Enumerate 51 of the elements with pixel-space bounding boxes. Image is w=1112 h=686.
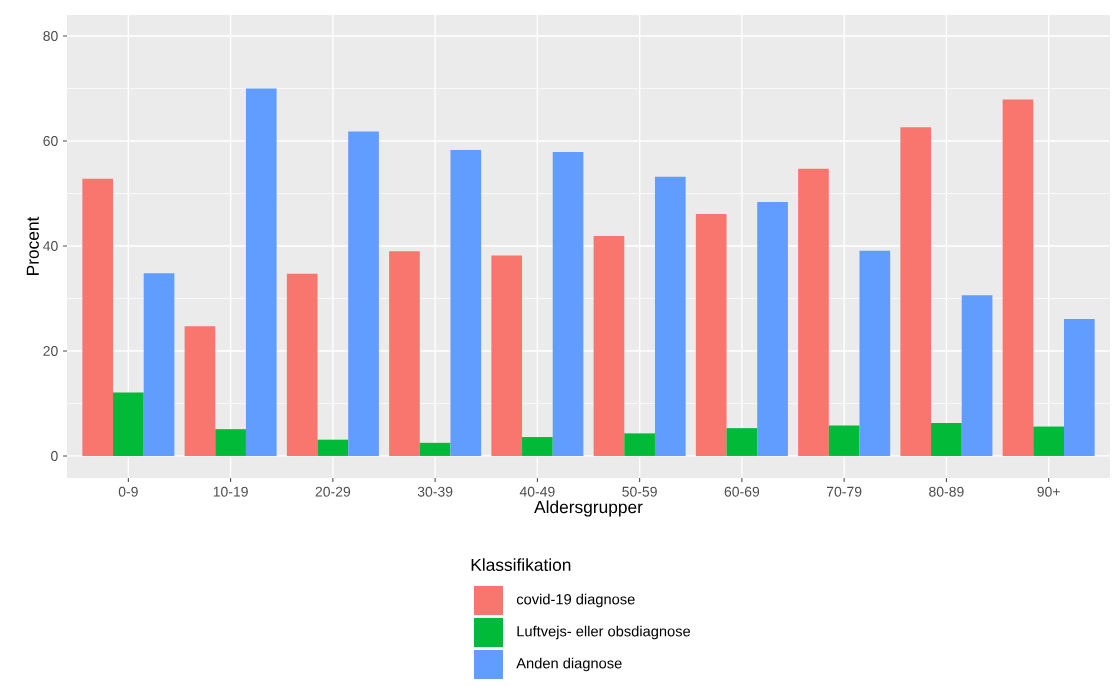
- bar: [215, 429, 246, 456]
- x-tick-label: 60-69: [724, 486, 760, 497]
- bar: [757, 201, 788, 456]
- bar: [859, 250, 891, 456]
- x-tick-label: 90+: [1037, 486, 1060, 497]
- bar: [317, 439, 349, 456]
- y-tick-label: 40: [43, 241, 58, 251]
- bar: [348, 131, 379, 456]
- bar: [522, 437, 553, 456]
- x-tick-label: 80-89: [929, 486, 964, 497]
- legend-title: Klassifikation: [471, 558, 571, 571]
- bar: [931, 422, 962, 456]
- x-tick-label: 40-49: [519, 486, 555, 497]
- x-tick-label: 10-19: [213, 486, 248, 497]
- bar: [1033, 426, 1064, 456]
- bar: [82, 178, 114, 456]
- legend-label: Anden diagnose: [516, 657, 622, 672]
- x-axis-title: Aldersgrupper: [534, 500, 643, 517]
- y-tick-label: 20: [43, 346, 58, 356]
- bar: [450, 149, 482, 456]
- x-tick-label: 50-59: [622, 486, 657, 497]
- x-tick-label: 20-29: [315, 486, 351, 497]
- bar: [245, 88, 277, 456]
- bar: [143, 273, 175, 456]
- bar: [113, 392, 144, 456]
- y-tick-label: 60: [43, 136, 58, 146]
- bar: [389, 251, 420, 456]
- x-tick-label: 0-9: [118, 486, 138, 497]
- bar: [419, 442, 451, 456]
- bar: [552, 152, 584, 456]
- bar: [654, 176, 686, 456]
- y-axis-title: Procent: [26, 216, 39, 275]
- bar: [828, 425, 860, 456]
- x-tick-label: 30-39: [417, 486, 453, 497]
- bar: [726, 428, 758, 456]
- bar: [491, 255, 523, 456]
- bar: [900, 127, 932, 456]
- bar: [695, 213, 727, 456]
- bar: [1002, 99, 1034, 456]
- bar: [286, 273, 318, 456]
- bar: [1063, 318, 1095, 456]
- bar: [184, 326, 216, 456]
- bar: [961, 295, 993, 456]
- y-tick-label: 0: [51, 451, 58, 461]
- bar: [593, 236, 625, 456]
- bar: [624, 433, 655, 456]
- x-tick-label: 70-79: [826, 486, 862, 497]
- legend-label: Luftvejs- eller obsdiagnose: [517, 625, 691, 640]
- bar: [798, 168, 829, 456]
- y-tick-label: 80: [43, 31, 58, 41]
- legend-label: covid-19 diagnose: [516, 593, 635, 608]
